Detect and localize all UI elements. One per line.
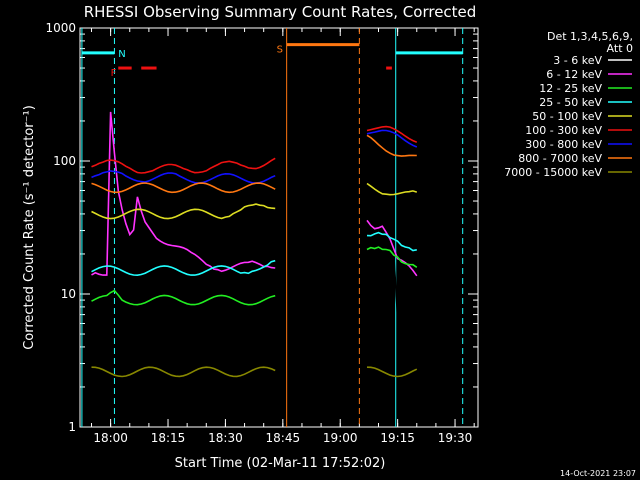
series-line-50-100-keV [91, 203, 276, 220]
y-tick-label: 10 [61, 287, 76, 301]
legend-header: Det 1,3,4,5,6,9, [547, 30, 633, 43]
series-line-800-7000-keV [91, 182, 276, 194]
y-tick-label: 100 [53, 154, 76, 168]
legend-entry-label: 50 - 100 keV [532, 110, 602, 123]
series-line-6-12-keV [366, 219, 418, 277]
plot-frame [79, 27, 479, 428]
y-axis-label: Corrected Count Rate (s⁻¹ detector⁻¹) [22, 105, 37, 350]
x-axis-label: Start Time (02-Mar-11 17:52:02) [175, 456, 386, 471]
timestamp-footer: 14-Oct-2021 23:07 [560, 469, 636, 478]
flag-label: F [111, 68, 117, 79]
series-line-800-7000-keV [366, 134, 417, 157]
legend-entry-label: 300 - 800 keV [525, 138, 602, 151]
series-line-100-300-keV [366, 125, 418, 143]
series-line-50-100-keV [366, 182, 418, 196]
chart-title: RHESSI Observing Summary Count Rates, Co… [84, 3, 477, 21]
x-tick-label: 18:45 [266, 431, 301, 445]
series-line-7000-15000-keV [366, 366, 418, 378]
legend-entry-label: 12 - 25 keV [539, 82, 602, 95]
series-line-12-25-keV [91, 289, 276, 306]
legend-entry-label: 800 - 7000 keV [518, 152, 602, 165]
x-tick-label: 19:00 [323, 431, 358, 445]
x-tick-label: 18:30 [208, 431, 243, 445]
x-tick-label: 19:30 [438, 431, 473, 445]
legend-entry-label: 3 - 6 keV [553, 54, 602, 67]
series-line-300-800-keV [366, 129, 418, 148]
series-line-6-12-keV [91, 111, 276, 276]
series-line-100-300-keV [91, 157, 276, 174]
series-line-25-50-keV [366, 231, 417, 252]
legend-entry-label: 7000 - 15000 keV [504, 166, 602, 179]
x-tick-label: 18:15 [151, 431, 186, 445]
y-tick-label: 1000 [45, 21, 76, 35]
series-line-3-6-keV [366, 218, 418, 325]
legend-entry-label: 100 - 300 keV [525, 124, 602, 137]
legend-entry-label: 6 - 12 keV [546, 68, 602, 81]
flag-label: S [277, 45, 283, 56]
legend-header: Att 0 [607, 42, 633, 55]
x-tick-label: 19:15 [380, 431, 415, 445]
legend-entry-label: 25 - 50 keV [539, 96, 602, 109]
plot-area: 18:00 18:15 18:30 18:45 19:00 19:15 19:30 1 10 10… [45, 21, 479, 445]
series-line-12-25-keV [366, 246, 418, 268]
y-tick-label: 1 [68, 420, 76, 434]
flag-label: N [118, 49, 125, 60]
series-line-300-800-keV [91, 170, 276, 184]
series-line-7000-15000-keV [91, 366, 276, 378]
x-tick-label: 18:00 [93, 431, 128, 445]
series-line-25-50-keV [91, 259, 276, 277]
